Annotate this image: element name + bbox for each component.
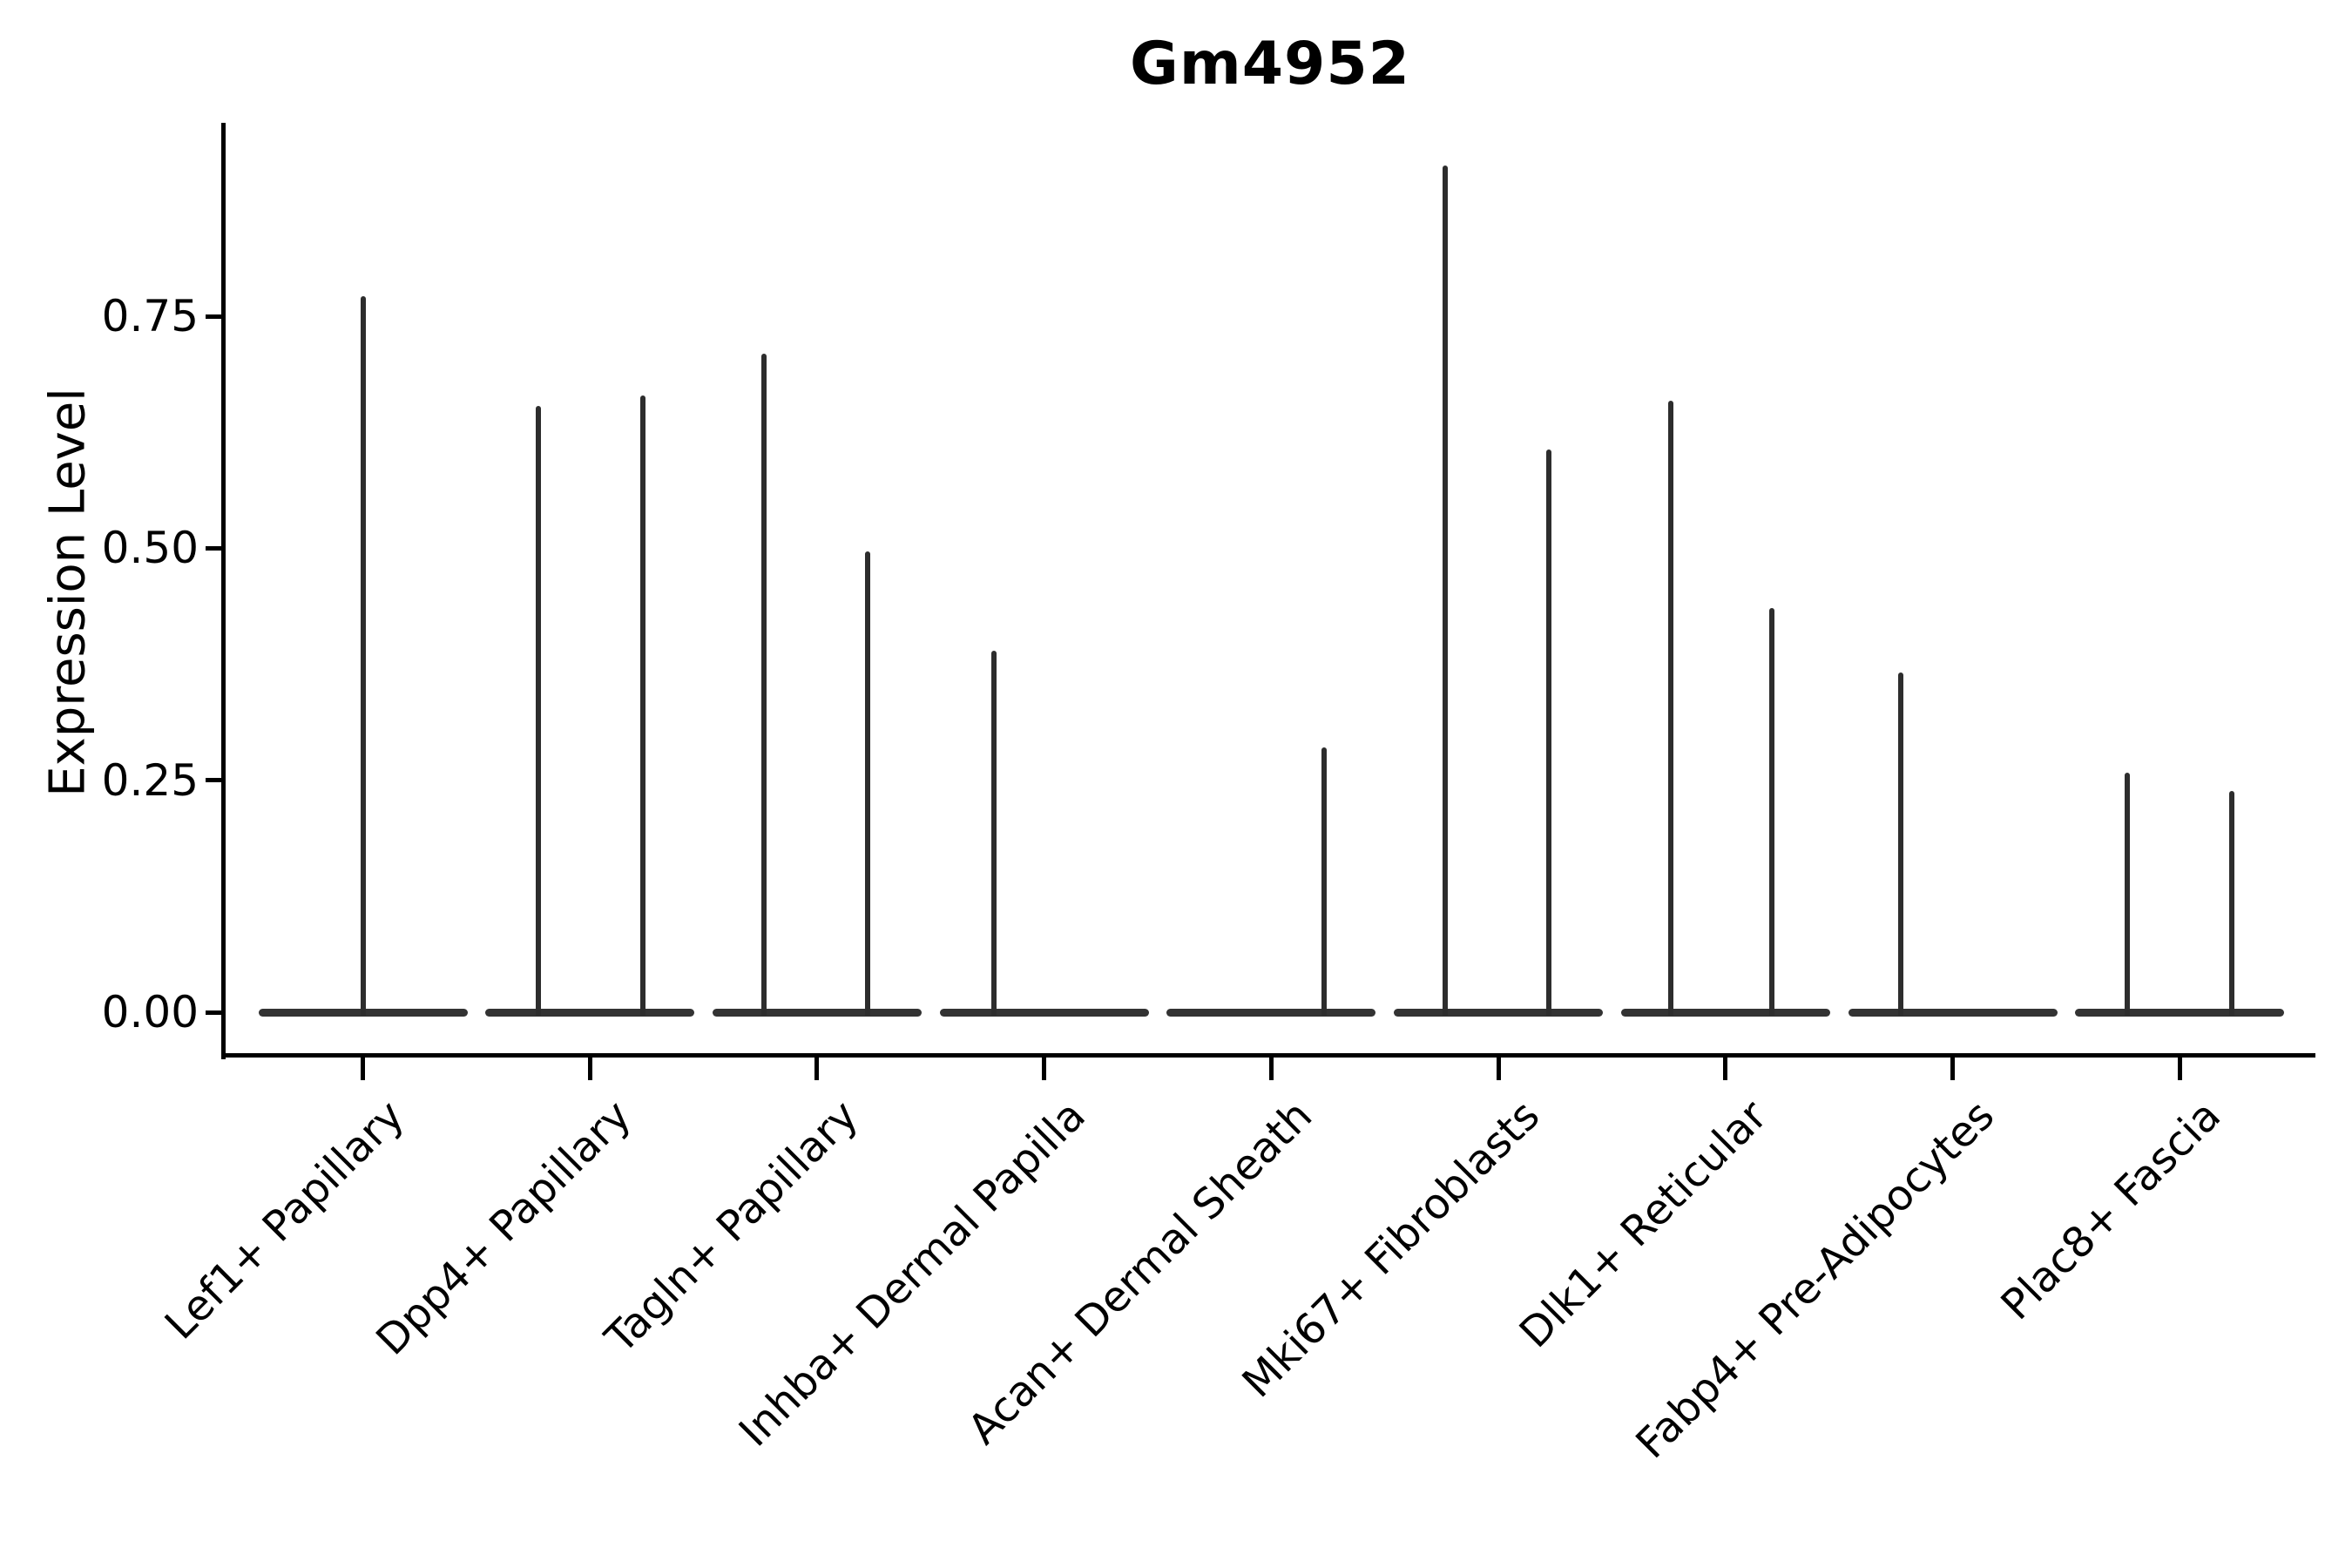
x-tick-mark (1268, 1058, 1274, 1080)
x-tick-mark (1723, 1058, 1728, 1080)
violin-spike (1546, 449, 1552, 1017)
x-axis-line (221, 1053, 2315, 1058)
violin-baseline (939, 1008, 1149, 1017)
y-tick-label: 0.25 (101, 754, 199, 806)
violin-spike (990, 650, 997, 1017)
x-tick-label: Lef1+ Papillary (155, 1091, 414, 1349)
violin-spike (760, 353, 767, 1017)
violin-spike (2125, 773, 2131, 1017)
violin-spike (2229, 791, 2235, 1017)
y-tick-mark (206, 1010, 222, 1015)
x-tick-mark (361, 1058, 365, 1080)
plot-title: Gm4952 (1130, 30, 1410, 98)
violin-baseline (1848, 1008, 2058, 1017)
y-axis-label: Expression Level (39, 388, 97, 797)
y-tick-mark (206, 545, 222, 551)
x-tick-mark (587, 1058, 592, 1080)
violin-spike (640, 395, 646, 1017)
x-tick-label: Tagln+ Papillary (596, 1091, 868, 1363)
x-tick-label: Plac8+ Fascia (1991, 1091, 2231, 1330)
violin-spike (536, 406, 542, 1017)
violin-spike (1768, 607, 1774, 1017)
violin-baseline (1620, 1008, 1830, 1017)
violin-spike (1443, 166, 1449, 1017)
y-tick-label: 0.75 (101, 291, 199, 342)
violin-baseline (1394, 1008, 1604, 1017)
y-tick-label: 0.50 (101, 523, 199, 574)
violin-spike (1321, 747, 1328, 1017)
y-tick-label: 0.00 (101, 987, 199, 1037)
violin-baseline (485, 1008, 695, 1017)
x-tick-mark (1042, 1058, 1047, 1080)
y-axis-line (221, 123, 226, 1059)
violin-baseline (712, 1008, 922, 1017)
violin-baseline (2075, 1008, 2285, 1017)
x-tick-label: Dlk1+ Reticular (1510, 1091, 1777, 1358)
x-tick-label: Dpp4+ Papillary (367, 1091, 641, 1365)
x-tick-mark (1950, 1058, 1956, 1080)
x-tick-mark (814, 1058, 820, 1080)
x-tick-mark (2177, 1058, 2182, 1080)
violin-spike (1897, 672, 1903, 1017)
y-tick-mark (206, 778, 222, 783)
violin-spike (360, 295, 366, 1017)
x-tick-mark (1496, 1058, 1501, 1080)
violin-spike (864, 551, 870, 1017)
y-tick-mark (206, 314, 222, 319)
violin-baseline (1166, 1008, 1376, 1017)
violin-spike (1667, 400, 1673, 1017)
